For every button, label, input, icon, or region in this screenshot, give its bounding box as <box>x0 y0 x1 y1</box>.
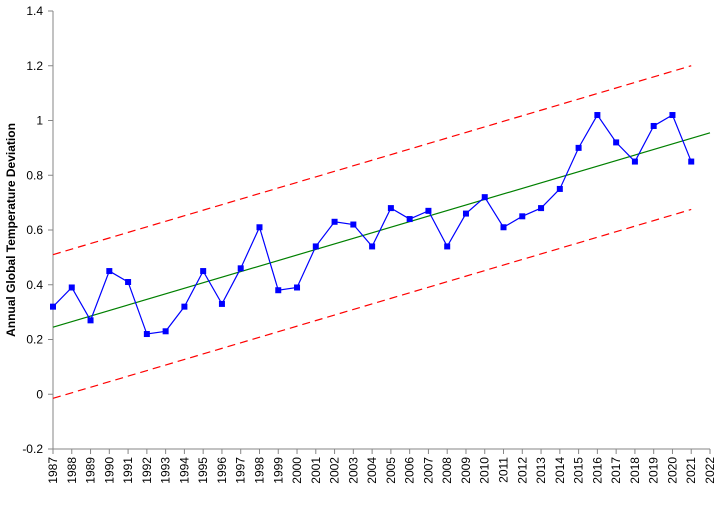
data-point-marker <box>500 224 507 231</box>
data-point-marker <box>181 303 188 310</box>
x-tick-label: 2017 <box>609 457 623 484</box>
x-tick-label: 1991 <box>121 457 135 484</box>
data-point-marker <box>481 194 488 201</box>
data-point-marker <box>669 112 676 119</box>
x-tick-label: 2018 <box>628 457 642 484</box>
x-tick-label: 2003 <box>346 457 360 484</box>
x-tick-label: 2016 <box>590 457 604 484</box>
data-point-marker <box>294 284 301 291</box>
data-point-marker <box>87 317 94 324</box>
x-tick-label: 2005 <box>384 457 398 484</box>
x-tick-label: 1994 <box>177 457 191 484</box>
data-point-marker <box>350 221 357 228</box>
x-tick-label: 2014 <box>553 457 567 484</box>
y-tick-label: 0.2 <box>26 333 43 347</box>
data-point-marker <box>538 205 545 212</box>
x-tick-label: 2019 <box>647 457 661 484</box>
lower-limit-line <box>52 208 692 399</box>
y-tick-label: 0.8 <box>26 168 43 182</box>
y-tick-label: 1.2 <box>26 59 43 73</box>
y-tick-label: -0.2 <box>22 442 43 456</box>
x-tick-label: 2015 <box>572 457 586 484</box>
y-tick-label: 0 <box>36 387 43 401</box>
data-point-marker <box>125 279 132 286</box>
x-tick-label: 2009 <box>459 457 473 484</box>
data-point-marker <box>50 303 56 310</box>
x-tick-label: 2000 <box>290 457 304 484</box>
x-tick-label: 2010 <box>478 457 492 484</box>
data-point-marker <box>594 112 601 119</box>
x-axis: 1987 1988 1989 1990 1991 1992 1993 1994 1995 1996… <box>46 448 717 484</box>
x-tick-label: 1993 <box>159 457 173 484</box>
x-tick-label: 1987 <box>46 457 60 484</box>
series-layer <box>50 65 711 399</box>
data-point-marker <box>256 224 263 231</box>
y-tick-label: 1.4 <box>26 4 43 18</box>
x-tick-label: 2002 <box>328 457 342 484</box>
data-point-marker <box>275 287 282 294</box>
x-tick-label: 2020 <box>665 457 679 484</box>
x-tick-label: 1995 <box>196 457 210 484</box>
x-tick-label: 2007 <box>421 457 435 484</box>
data-point-marker <box>162 328 169 335</box>
data-point-marker <box>444 243 451 250</box>
x-tick-label: 2001 <box>309 457 323 484</box>
x-tick-label: 2021 <box>684 457 698 484</box>
x-tick-label: 1988 <box>65 457 79 484</box>
x-tick-label: 1996 <box>215 457 229 484</box>
data-point-marker <box>613 139 620 146</box>
data-point-marker <box>106 268 113 275</box>
x-tick-label: 2004 <box>365 457 379 484</box>
x-tick-label: 1992 <box>140 457 154 484</box>
x-tick-label: 2008 <box>440 457 454 484</box>
x-tick-label: 2022 <box>703 457 717 484</box>
upper-limit-line <box>52 65 692 256</box>
data-point-marker <box>462 210 469 217</box>
x-tick-label: 1998 <box>252 457 266 484</box>
data-point-marker <box>369 243 376 250</box>
x-tick-label: 2012 <box>515 457 529 484</box>
x-tick-label: 1997 <box>234 457 248 484</box>
data-point-marker <box>406 216 413 223</box>
data-point-marker <box>200 268 207 275</box>
x-tick-label: 1989 <box>84 457 98 484</box>
x-tick-label: 2006 <box>403 457 417 484</box>
y-tick-label: 0.4 <box>26 278 43 292</box>
data-point-marker <box>631 158 638 165</box>
data-point-marker <box>425 207 432 214</box>
data-point-marker <box>331 218 338 225</box>
x-tick-label: 2013 <box>534 457 548 484</box>
data-point-marker <box>218 300 225 307</box>
data-point-marker <box>143 331 150 338</box>
data-line <box>52 113 692 335</box>
y-axis: -0.2 0 0.2 0.4 0.6 0.8 1 1.2 1.4 <box>22 4 54 456</box>
y-tick-label: 0.6 <box>26 223 43 237</box>
data-point-marker <box>68 284 75 291</box>
x-tick-label: 1990 <box>102 457 116 484</box>
data-point-marker <box>650 122 657 129</box>
x-tick-label: 1999 <box>271 457 285 484</box>
data-point-marker <box>556 185 563 192</box>
data-point-marker <box>237 265 244 272</box>
data-point-marker <box>519 213 526 220</box>
y-axis-title: Annual Global Temperature Deviation <box>4 123 18 337</box>
y-tick-label: 1 <box>36 114 43 128</box>
data-point-marker <box>387 205 394 212</box>
x-tick-label: 2011 <box>497 457 511 483</box>
data-point-marker <box>688 158 695 165</box>
data-point-marker <box>575 144 582 151</box>
data-point-marker <box>312 243 319 250</box>
trend-line <box>52 132 711 328</box>
